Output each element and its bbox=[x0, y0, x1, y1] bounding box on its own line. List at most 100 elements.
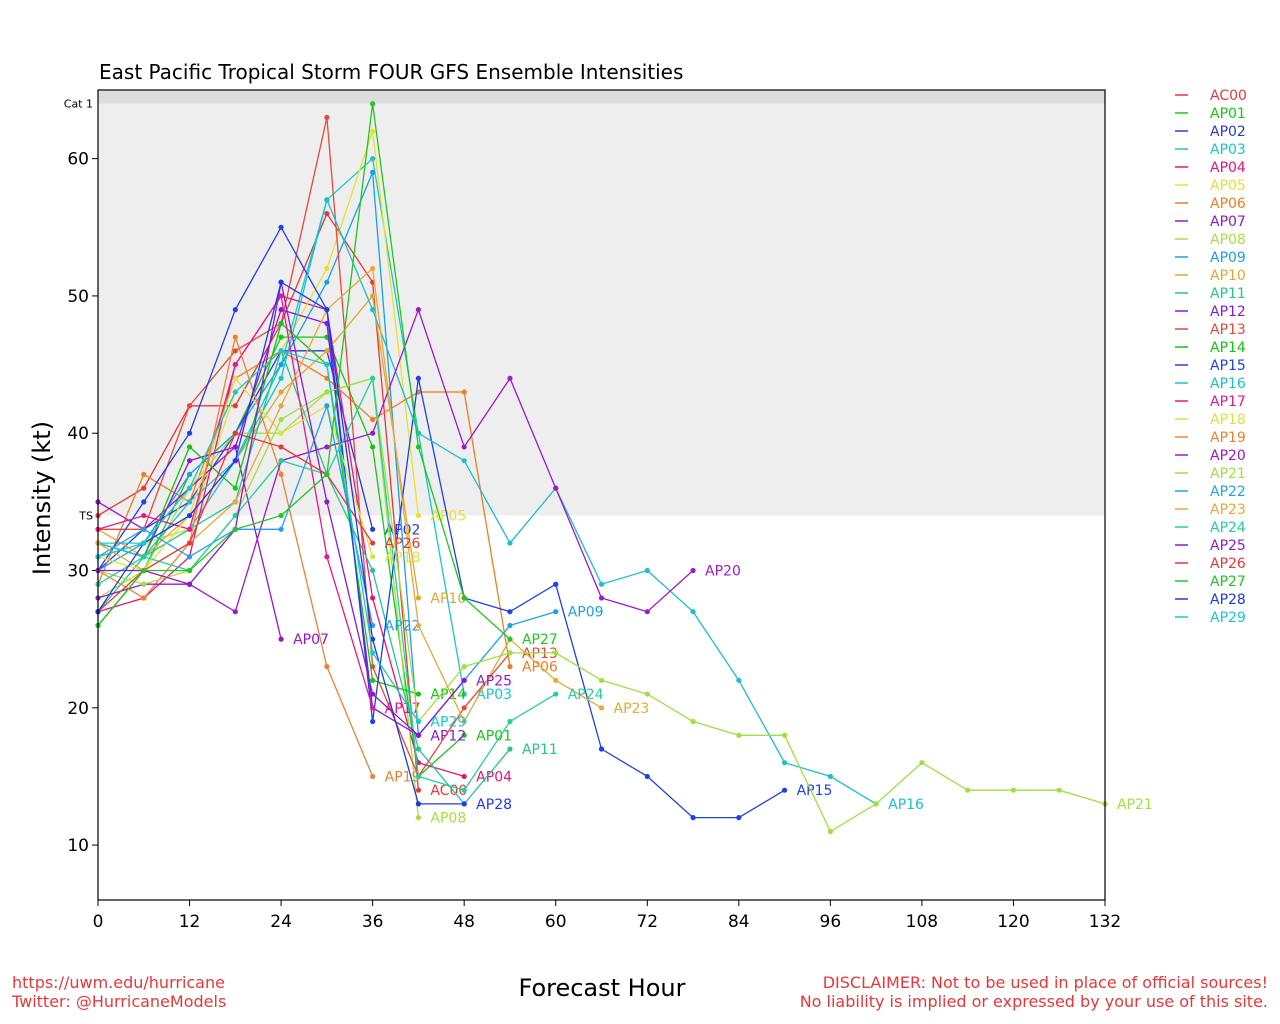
point-ap08 bbox=[415, 815, 422, 821]
y-tick-label: 30 bbox=[67, 562, 89, 582]
point-ap25 bbox=[461, 677, 467, 683]
point-ap28 bbox=[232, 458, 238, 464]
point-ap19 bbox=[232, 334, 238, 340]
point-ap21 bbox=[873, 801, 879, 807]
point-ap05 bbox=[415, 512, 422, 519]
point-ap21 bbox=[827, 828, 833, 834]
point-ap15 bbox=[415, 375, 422, 381]
point-ap10 bbox=[324, 348, 330, 354]
point-ap03 bbox=[461, 691, 467, 697]
end-label-ap03: AP03 bbox=[476, 687, 512, 703]
point-ap27 bbox=[141, 567, 147, 574]
end-label-ap09: AP09 bbox=[568, 605, 604, 621]
site-url[interactable]: https://uwm.edu/hurricane bbox=[12, 973, 225, 992]
series-layer: AC00AP01AP02AP03AP04AP05AP06AP07AP08AP09… bbox=[95, 101, 1153, 834]
end-label-ap24: AP24 bbox=[568, 687, 604, 703]
legend-label-ap01: AP01 bbox=[1210, 106, 1246, 122]
legend-label-ap23: AP23 bbox=[1210, 502, 1246, 518]
point-ap27 bbox=[278, 512, 284, 519]
series-ap29: AP29 bbox=[95, 348, 466, 731]
point-ap24 bbox=[370, 375, 376, 381]
point-ap29 bbox=[278, 348, 284, 354]
x-axis-label: Forecast Hour bbox=[519, 974, 686, 1002]
point-ap15 bbox=[507, 609, 513, 615]
point-ap27 bbox=[232, 526, 238, 532]
end-label-ap06: AP06 bbox=[522, 660, 558, 676]
point-ap16 bbox=[827, 773, 833, 780]
point-ap18 bbox=[278, 430, 284, 436]
point-ap16 bbox=[598, 581, 605, 587]
point-ap15 bbox=[644, 773, 650, 780]
point-ap27 bbox=[186, 567, 193, 574]
point-ap25 bbox=[324, 499, 330, 505]
point-ap10 bbox=[415, 595, 422, 601]
point-ap16 bbox=[507, 540, 513, 546]
point-ap21 bbox=[781, 732, 788, 738]
point-ap22 bbox=[278, 526, 284, 532]
point-ap15 bbox=[553, 581, 559, 587]
band-tropical-storm bbox=[98, 103, 1105, 516]
end-label-ap16: AP16 bbox=[888, 797, 924, 813]
point-ap21 bbox=[324, 389, 330, 395]
x-tick-label: 36 bbox=[362, 912, 384, 932]
point-ap18 bbox=[232, 375, 238, 381]
end-label-ap14: AP14 bbox=[430, 687, 466, 703]
point-ap29 bbox=[415, 718, 422, 725]
point-ap05 bbox=[370, 128, 376, 134]
legend-label-ap03: AP03 bbox=[1210, 142, 1246, 158]
point-ap25 bbox=[186, 581, 193, 587]
point-ap24 bbox=[553, 691, 559, 697]
point-ap16 bbox=[690, 609, 696, 615]
point-ap16 bbox=[324, 197, 330, 203]
point-ap29 bbox=[324, 361, 330, 368]
point-ap04 bbox=[461, 773, 467, 780]
legend-label-ap13: AP13 bbox=[1210, 322, 1246, 338]
point-ap21 bbox=[644, 691, 650, 697]
disclaimer-line-2: No liability is implied or expressed by … bbox=[799, 992, 1268, 1011]
point-ap09 bbox=[370, 169, 376, 175]
end-label-ap22: AP22 bbox=[385, 618, 421, 634]
point-ap15 bbox=[186, 430, 193, 436]
end-label-ap12: AP12 bbox=[430, 728, 466, 744]
end-label-ac00: AC00 bbox=[430, 783, 467, 799]
point-ap12 bbox=[232, 444, 238, 450]
point-ap11 bbox=[507, 746, 513, 752]
x-tick-label: 0 bbox=[93, 912, 104, 932]
end-label-ap21: AP21 bbox=[1117, 797, 1153, 813]
point-ap21 bbox=[965, 787, 971, 793]
point-ap18 bbox=[370, 554, 376, 560]
legend-label-ap28: AP28 bbox=[1210, 592, 1246, 608]
band-category-1 bbox=[98, 90, 1105, 104]
point-ap16 bbox=[278, 375, 284, 381]
point-ap26 bbox=[232, 430, 238, 436]
end-label-ap04: AP04 bbox=[476, 769, 512, 785]
point-ap26 bbox=[186, 540, 193, 546]
point-ap13 bbox=[461, 705, 467, 711]
point-ap23 bbox=[370, 265, 376, 272]
point-ap21 bbox=[461, 664, 467, 670]
point-ap17 bbox=[370, 705, 376, 711]
point-ap27 bbox=[370, 101, 376, 107]
legend-label-ap10: AP10 bbox=[1210, 268, 1246, 284]
twitter-handle[interactable]: Twitter: @HurricaneModels bbox=[12, 992, 227, 1011]
point-ap25 bbox=[415, 732, 422, 738]
legend-label-ap08: AP08 bbox=[1210, 232, 1246, 248]
point-ap21 bbox=[507, 650, 513, 656]
point-ap21 bbox=[278, 416, 284, 423]
point-ap13 bbox=[324, 114, 330, 121]
series-line-ap20 bbox=[97, 307, 694, 613]
point-ap28 bbox=[461, 801, 467, 807]
end-label-ap07: AP07 bbox=[293, 632, 329, 648]
series-ap27: AP27 bbox=[95, 101, 558, 648]
point-ap01 bbox=[461, 732, 467, 738]
point-ap16 bbox=[781, 760, 788, 766]
point-ap13 bbox=[186, 403, 193, 409]
point-ap05 bbox=[324, 265, 330, 272]
point-ap01 bbox=[278, 334, 284, 340]
footer-credits: https://uwm.edu/hurricane Twitter: @Hurr… bbox=[12, 973, 226, 1011]
point-ap13 bbox=[232, 348, 238, 354]
point-ap19 bbox=[141, 595, 147, 601]
point-ap15 bbox=[598, 746, 605, 752]
point-ap29 bbox=[232, 389, 238, 395]
point-ap09 bbox=[507, 622, 513, 629]
